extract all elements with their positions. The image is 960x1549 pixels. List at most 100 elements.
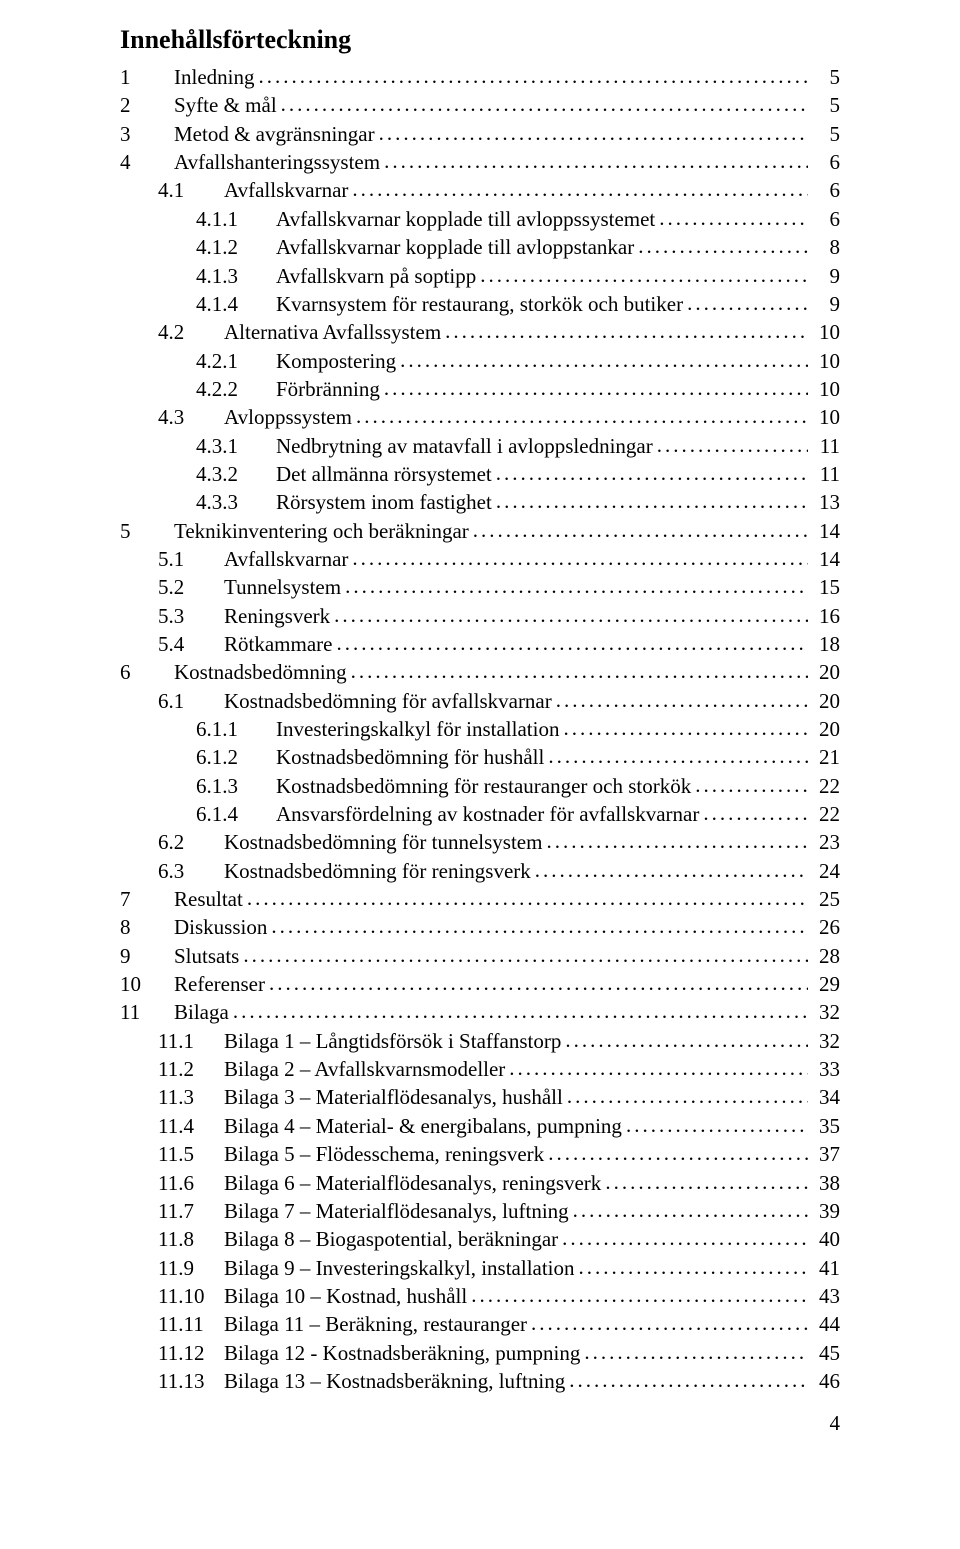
toc-entry-page: 15 bbox=[808, 573, 840, 601]
toc-entry-number: 4.1 bbox=[158, 176, 224, 204]
toc-entry: 6.2Kostnadsbedömning för tunnelsystem23 bbox=[120, 828, 840, 856]
toc-entry-number: 4.3 bbox=[158, 403, 224, 431]
toc-entry: 8Diskussion26 bbox=[120, 913, 840, 941]
toc-entry: 5.2Tunnelsystem15 bbox=[120, 573, 840, 601]
toc-entry: 11.6Bilaga 6 – Materialflödesanalys, ren… bbox=[120, 1169, 840, 1197]
toc-entry: 4.1Avfallskvarnar 6 bbox=[120, 176, 840, 204]
toc-entry-number: 4.2 bbox=[158, 318, 224, 346]
toc-entry: 4.1.4Kvarnsystem för restaurang, storkök… bbox=[120, 290, 840, 318]
toc-entry-number: 6.1.3 bbox=[196, 772, 276, 800]
toc-entry-page: 6 bbox=[808, 148, 840, 176]
toc-leader-dots bbox=[626, 1111, 808, 1139]
toc-entry-label: Reningsverk bbox=[224, 602, 334, 630]
toc-entry-number: 11.10 bbox=[158, 1282, 224, 1310]
toc-entry-page: 18 bbox=[808, 630, 840, 658]
toc-entry-label: Kostnadsbedömning för avfallskvarnar bbox=[224, 687, 556, 715]
toc-leader-dots bbox=[657, 431, 808, 459]
toc-entry: 6.1.1Investeringskalkyl för installation… bbox=[120, 715, 840, 743]
toc-entry-page: 9 bbox=[808, 290, 840, 318]
toc-leader-dots bbox=[496, 459, 808, 487]
toc-entry-label: Bilaga 11 – Beräkning, restauranger bbox=[224, 1310, 531, 1338]
toc-entry-label: Inledning bbox=[174, 63, 258, 91]
toc-entry-page: 6 bbox=[808, 176, 840, 204]
toc-entry-number: 3 bbox=[120, 120, 174, 148]
toc-entry: 6.1.2Kostnadsbedömning för hushåll21 bbox=[120, 743, 840, 771]
toc-leader-dots bbox=[271, 912, 808, 940]
toc-leader-dots bbox=[336, 629, 808, 657]
toc-entry-page: 24 bbox=[808, 857, 840, 885]
toc-entry: 11.11Bilaga 11 – Beräkning, restauranger… bbox=[120, 1310, 840, 1338]
toc-leader-dots bbox=[356, 402, 808, 430]
table-of-contents: 1Inledning52Syfte & mål53Metod & avgräns… bbox=[120, 63, 840, 1395]
toc-entry-label: Bilaga 6 – Materialflödesanalys, renings… bbox=[224, 1169, 605, 1197]
toc-entry-label: Förbränning bbox=[276, 375, 384, 403]
toc-entry-label: Alternativa Avfallssystem bbox=[224, 318, 445, 346]
toc-entry-number: 4 bbox=[120, 148, 174, 176]
toc-entry-number: 11 bbox=[120, 998, 174, 1026]
toc-entry-number: 6.1 bbox=[158, 687, 224, 715]
toc-entry-number: 6.3 bbox=[158, 857, 224, 885]
toc-entry-page: 46 bbox=[808, 1367, 840, 1395]
toc-entry: 11.9Bilaga 9 – Investeringskalkyl, insta… bbox=[120, 1254, 840, 1282]
toc-entry-label: Avfallskvarnar bbox=[224, 176, 352, 204]
toc-entry: 11.4Bilaga 4 – Material- & energibalans,… bbox=[120, 1112, 840, 1140]
toc-entry: 4.3.3Rörsystem inom fastighet13 bbox=[120, 488, 840, 516]
toc-entry-number: 4.1.3 bbox=[196, 262, 276, 290]
toc-entry-label: Avfallskvarn på soptipp bbox=[276, 262, 480, 290]
toc-entry-label: Bilaga 9 – Investeringskalkyl, installat… bbox=[224, 1254, 579, 1282]
toc-leader-dots bbox=[548, 1139, 808, 1167]
toc-entry-page: 26 bbox=[808, 913, 840, 941]
toc-entry: 2Syfte & mål5 bbox=[120, 91, 840, 119]
toc-entry-page: 8 bbox=[808, 233, 840, 261]
toc-leader-dots bbox=[243, 941, 808, 969]
toc-entry-label: Referenser bbox=[174, 970, 269, 998]
toc-entry: 6.1.3Kostnadsbedömning för restauranger … bbox=[120, 772, 840, 800]
toc-entry-number: 10 bbox=[120, 970, 174, 998]
toc-entry-number: 5.2 bbox=[158, 573, 224, 601]
toc-entry-number: 11.11 bbox=[158, 1310, 224, 1338]
toc-entry-label: Kostnadsbedömning för reningsverk bbox=[224, 857, 535, 885]
toc-leader-dots bbox=[233, 997, 808, 1025]
toc-entry: 7Resultat25 bbox=[120, 885, 840, 913]
toc-entry: 3Metod & avgränsningar5 bbox=[120, 120, 840, 148]
toc-leader-dots bbox=[579, 1253, 808, 1281]
toc-entry-number: 11.12 bbox=[158, 1339, 224, 1367]
toc-entry-page: 10 bbox=[808, 375, 840, 403]
toc-entry-number: 4.2.2 bbox=[196, 375, 276, 403]
toc-leader-dots bbox=[546, 827, 808, 855]
toc-entry-number: 4.2.1 bbox=[196, 347, 276, 375]
toc-leader-dots bbox=[569, 1366, 808, 1394]
toc-leader-dots bbox=[584, 1338, 808, 1366]
toc-entry-number: 11.1 bbox=[158, 1027, 224, 1055]
toc-entry-page: 14 bbox=[808, 545, 840, 573]
toc-entry: 11.5Bilaga 5 – Flödesschema, reningsverk… bbox=[120, 1140, 840, 1168]
toc-entry-page: 29 bbox=[808, 970, 840, 998]
toc-entry-number: 7 bbox=[120, 885, 174, 913]
toc-leader-dots bbox=[638, 232, 808, 260]
toc-entry-number: 4.3.2 bbox=[196, 460, 276, 488]
toc-leader-dots bbox=[556, 686, 808, 714]
toc-leader-dots bbox=[703, 799, 808, 827]
toc-entry-page: 9 bbox=[808, 262, 840, 290]
toc-leader-dots bbox=[687, 289, 808, 317]
toc-entry: 4Avfallshanteringssystem6 bbox=[120, 148, 840, 176]
toc-leader-dots bbox=[247, 884, 808, 912]
toc-entry-label: Teknikinventering och beräkningar bbox=[174, 517, 473, 545]
toc-entry-number: 6.2 bbox=[158, 828, 224, 856]
toc-entry-label: Kostnadsbedömning för restauranger och s… bbox=[276, 772, 695, 800]
toc-entry-label: Bilaga 5 – Flödesschema, reningsverk bbox=[224, 1140, 548, 1168]
toc-entry-page: 35 bbox=[808, 1112, 840, 1140]
toc-entry-page: 40 bbox=[808, 1225, 840, 1253]
toc-leader-dots bbox=[659, 204, 808, 232]
toc-entry-page: 32 bbox=[808, 1027, 840, 1055]
toc-entry: 4.3.1Nedbrytning av matavfall i avloppsl… bbox=[120, 432, 840, 460]
toc-entry-page: 20 bbox=[808, 687, 840, 715]
toc-leader-dots bbox=[496, 487, 808, 515]
toc-entry-number: 4.1.1 bbox=[196, 205, 276, 233]
toc-entry-page: 44 bbox=[808, 1310, 840, 1338]
toc-entry: 5Teknikinventering och beräkningar14 bbox=[120, 517, 840, 545]
toc-entry-page: 10 bbox=[808, 347, 840, 375]
toc-entry-number: 11.2 bbox=[158, 1055, 224, 1083]
toc-entry-number: 6 bbox=[120, 658, 174, 686]
toc-leader-dots bbox=[535, 856, 808, 884]
